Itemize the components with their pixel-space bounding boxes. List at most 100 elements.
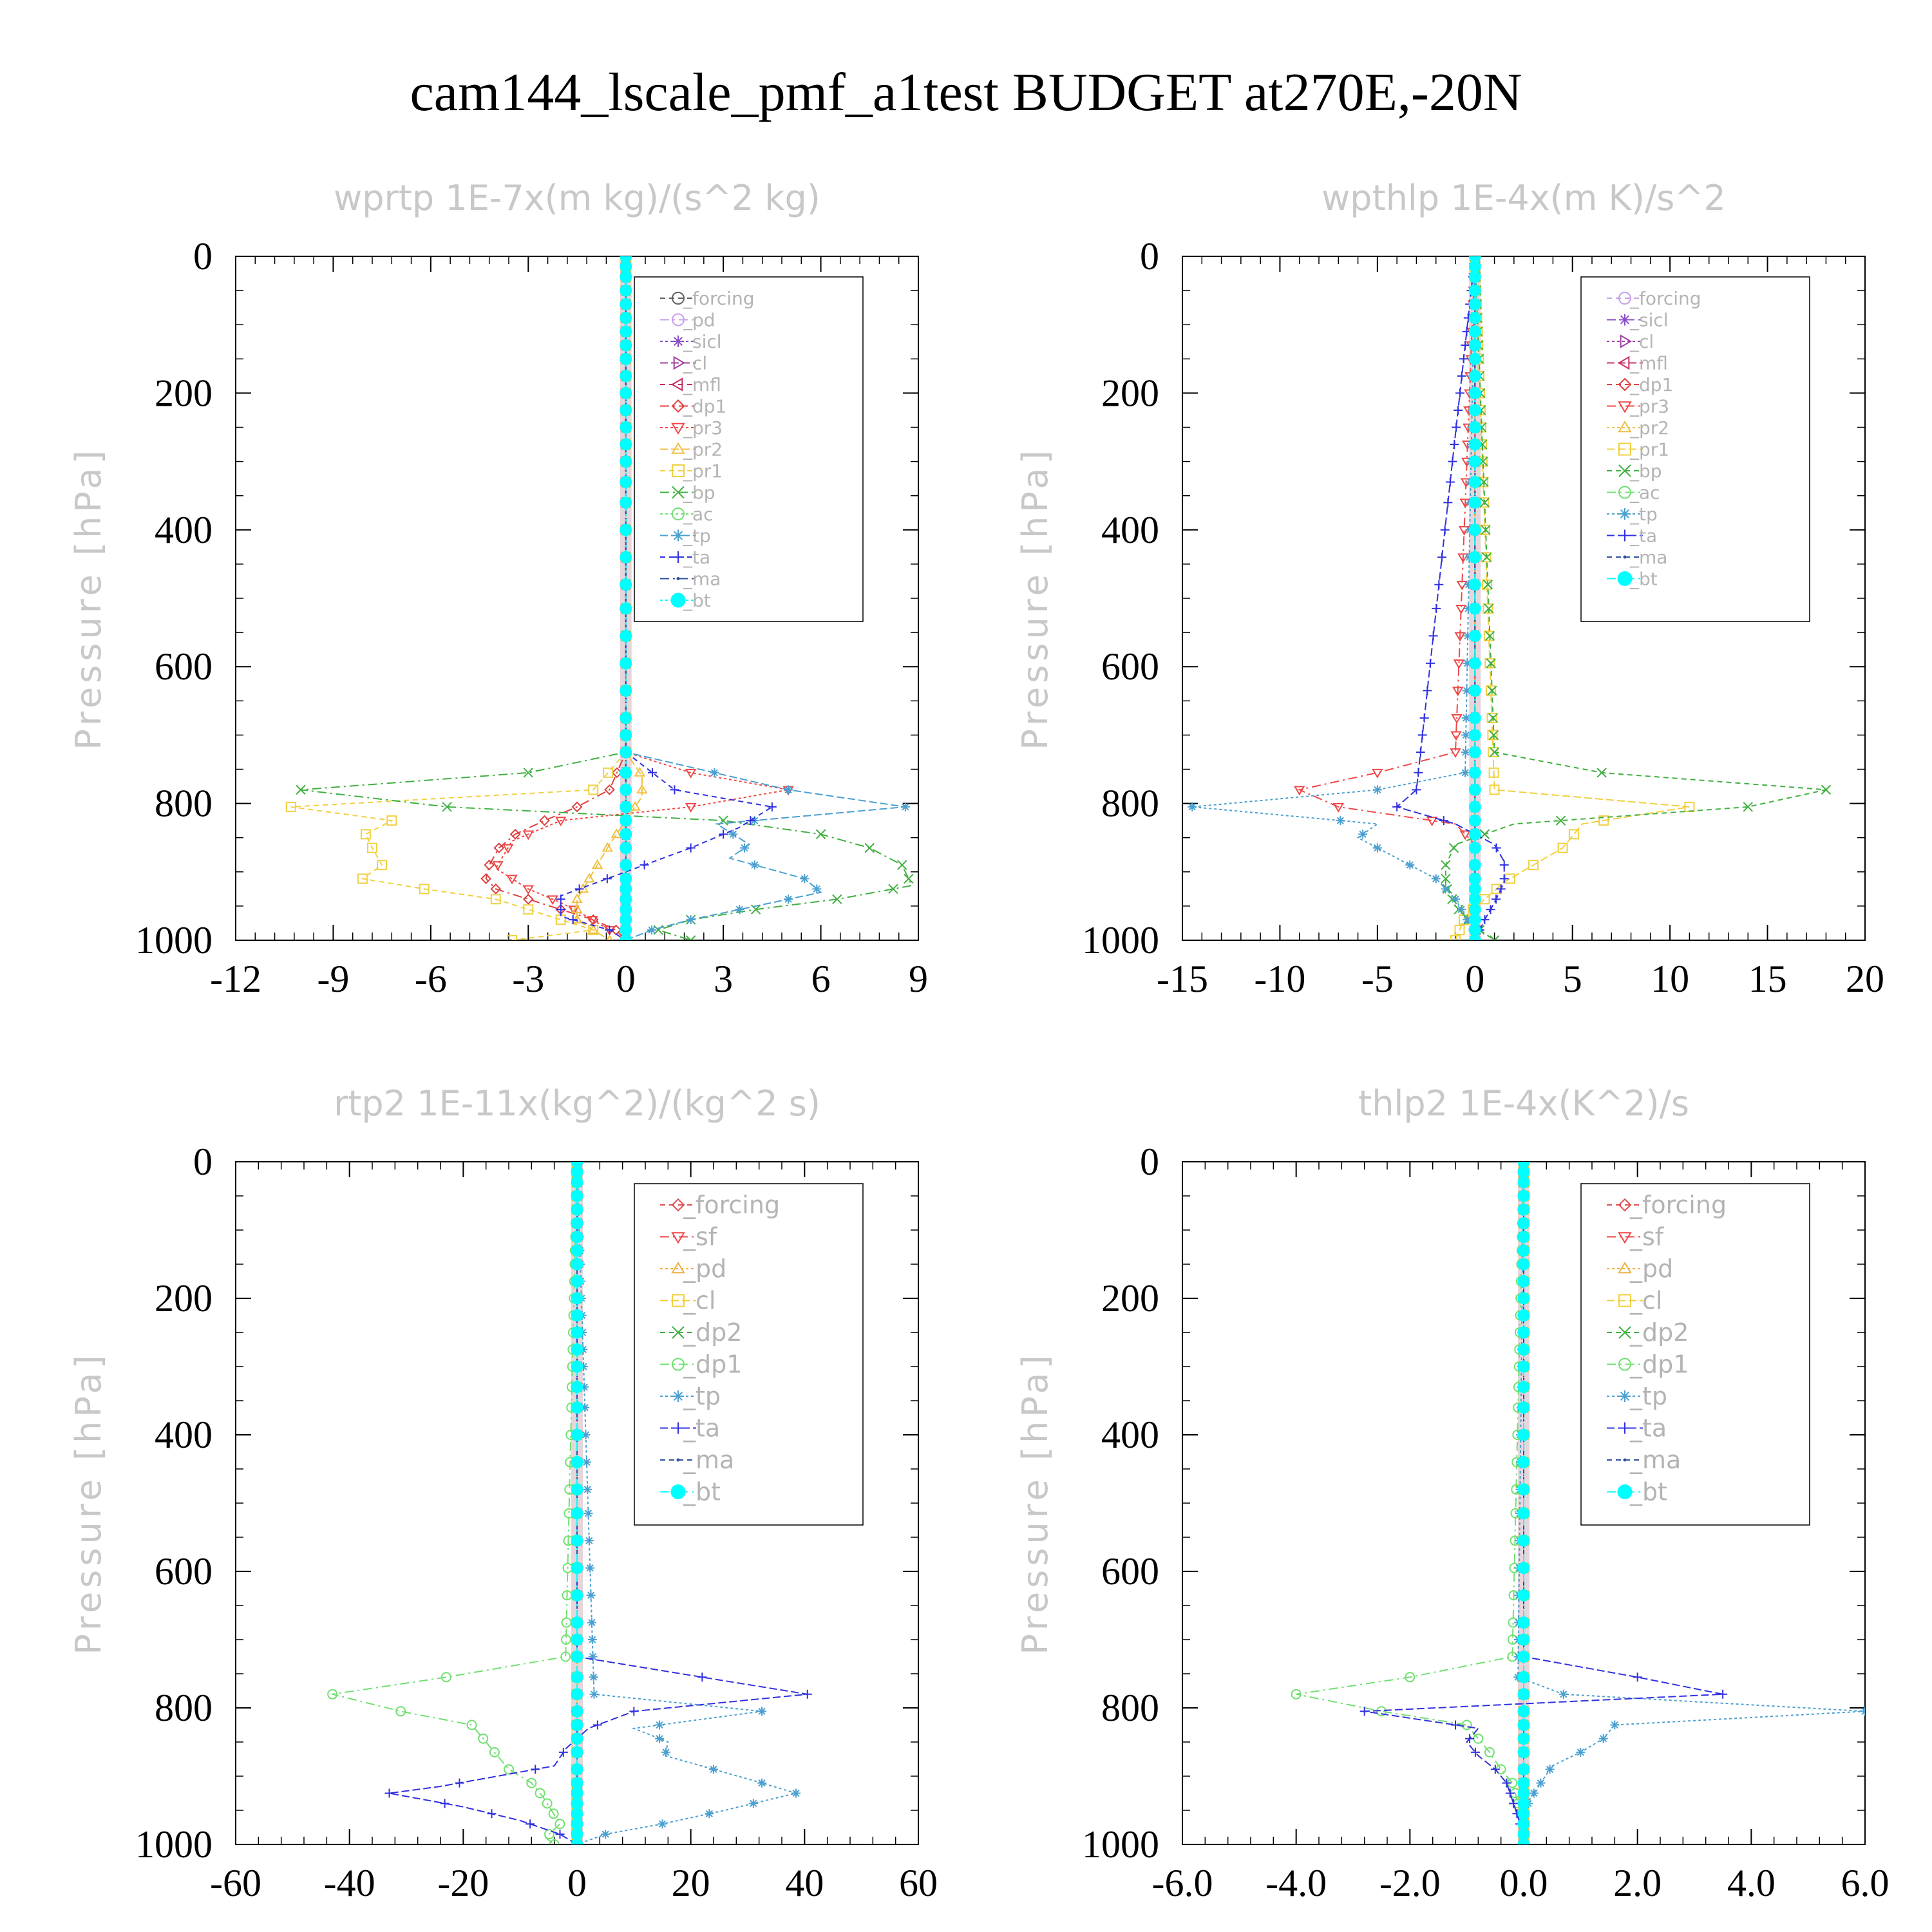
series_tp-point xyxy=(1188,802,1197,811)
legend-swatch-marker xyxy=(671,377,683,392)
series_bt-point xyxy=(1517,1203,1530,1216)
series_ta-point xyxy=(1492,843,1501,853)
panel-title: thlp2 1E-4x(K^2)/s xyxy=(1358,1083,1689,1124)
legend-label: _dp1 xyxy=(1629,374,1673,395)
legend-label: _ta xyxy=(683,547,710,568)
series_bt-point xyxy=(620,421,632,433)
legend-label: _bt xyxy=(683,1478,721,1506)
series_pr3-point xyxy=(547,895,558,905)
x-tick-label: 3 xyxy=(714,958,733,1000)
series_dp1-point xyxy=(504,1764,514,1775)
legend-swatch-marker xyxy=(676,1458,680,1462)
series_pr1-point xyxy=(588,784,599,795)
series_dp1-point xyxy=(542,1798,553,1809)
series_pr3-point xyxy=(1452,687,1464,697)
legend-swatch-marker xyxy=(1618,486,1631,499)
legend-swatch-marker xyxy=(672,529,684,542)
legend-label: _pr2 xyxy=(1629,417,1669,439)
x-tick-label: 20 xyxy=(672,1862,710,1904)
series_bt-point xyxy=(1517,1719,1530,1731)
legend-label: _pr3 xyxy=(1629,396,1669,417)
series_bt-point xyxy=(1517,1651,1530,1663)
series_bt-point xyxy=(1468,298,1481,310)
series_tp-point xyxy=(1462,686,1472,696)
series-group xyxy=(1188,256,1832,940)
series_bt-point xyxy=(1468,684,1481,697)
series_bt-point xyxy=(1468,438,1481,451)
series_dp1-point xyxy=(395,1706,406,1717)
series_ta-point xyxy=(1443,498,1453,507)
series_tp-point xyxy=(1372,843,1382,853)
x-tick-label: 15 xyxy=(1748,958,1787,1000)
series_bt-point xyxy=(571,1275,583,1287)
series_ta-point xyxy=(1434,580,1444,589)
series_bp-point xyxy=(1479,497,1490,508)
y-tick-label: 1000 xyxy=(1082,919,1159,961)
series_bp-point xyxy=(1821,784,1832,795)
series_bt-point xyxy=(620,923,632,936)
series_bt-point xyxy=(1468,325,1481,338)
series_pr2-point xyxy=(571,914,583,924)
series_bt-point xyxy=(1517,1671,1530,1683)
series_pr1-point xyxy=(1528,860,1539,871)
series_bp-point xyxy=(523,768,533,778)
series_pr2-point xyxy=(601,842,614,852)
series_bt-point xyxy=(571,1763,583,1776)
y-tick-label: 1000 xyxy=(135,1823,213,1866)
series_tp-point xyxy=(587,1618,596,1627)
series_bt-point xyxy=(620,882,632,895)
series_ta-point xyxy=(555,1830,565,1839)
series_dp1-point xyxy=(440,1672,451,1683)
series_bt-point xyxy=(1468,352,1481,365)
y-tick-label: 200 xyxy=(1101,1277,1159,1320)
series_bt-point xyxy=(1517,1705,1530,1718)
series_bt-point xyxy=(571,1162,583,1168)
series_bp-point xyxy=(1441,873,1451,884)
series_bp-point xyxy=(1479,477,1489,488)
series_dp1-point xyxy=(489,1747,500,1757)
series_pr3-point xyxy=(1460,478,1472,488)
y-axis-label: Pressure [hPa] xyxy=(68,446,109,750)
series_bt-point xyxy=(620,828,632,840)
series_pr3-point xyxy=(1426,817,1438,827)
legend-label: _pd xyxy=(683,1255,726,1283)
series_pr3-point xyxy=(1450,731,1462,741)
series_bt-point xyxy=(1517,1162,1530,1168)
series_bt-point xyxy=(571,1189,583,1202)
series_dp1-point xyxy=(509,828,521,840)
series_bt-point xyxy=(1468,270,1481,283)
series_pr2-point xyxy=(571,893,583,904)
series_pr2-point xyxy=(634,766,646,777)
series_bt-point xyxy=(1517,1428,1530,1441)
series_bt-point xyxy=(1468,882,1481,895)
legend-label: _ma xyxy=(1629,547,1667,568)
series_bt-point xyxy=(620,370,632,383)
series_bt-point xyxy=(571,1455,583,1468)
series_tp-point xyxy=(1461,730,1471,740)
legend-label: _forcing xyxy=(683,288,755,309)
series_pr1-point xyxy=(357,873,368,884)
series_bt-point xyxy=(620,766,632,779)
series_ta-point xyxy=(1459,354,1468,364)
legend-label: _pr3 xyxy=(683,417,723,439)
page-title: cam144_lscale_pmf_a1test BUDGET at270E,-… xyxy=(410,62,1522,122)
series_bt-point xyxy=(1517,1244,1530,1257)
series_bt-point xyxy=(571,1589,583,1602)
legend: _forcing _sf _pd _cl _dp2 _dp1 _tp _ta _ma _bt xyxy=(1580,1183,1810,1526)
series-group xyxy=(285,256,914,940)
series_dp1-point xyxy=(466,1719,477,1730)
series_ta-line xyxy=(1364,1162,1723,1844)
series_bt-point xyxy=(1468,872,1481,885)
legend-label: _dp2 xyxy=(683,1318,742,1347)
series_ta-line xyxy=(560,256,774,940)
legend: _forcing_sicl_cl_mfl_dp1_pr3_pr2_pr1_bp_… xyxy=(1580,276,1810,622)
y-axis-label: Pressure [hPa] xyxy=(68,1351,109,1654)
y-tick-label: 400 xyxy=(1101,1414,1159,1456)
series_ta-point xyxy=(1425,658,1435,668)
series_bt-point xyxy=(571,1231,583,1244)
series_bt-point xyxy=(1517,1455,1530,1468)
y-tick-label: 400 xyxy=(155,509,213,551)
series_tp-point xyxy=(750,860,759,870)
series_bt-point xyxy=(571,1562,583,1575)
